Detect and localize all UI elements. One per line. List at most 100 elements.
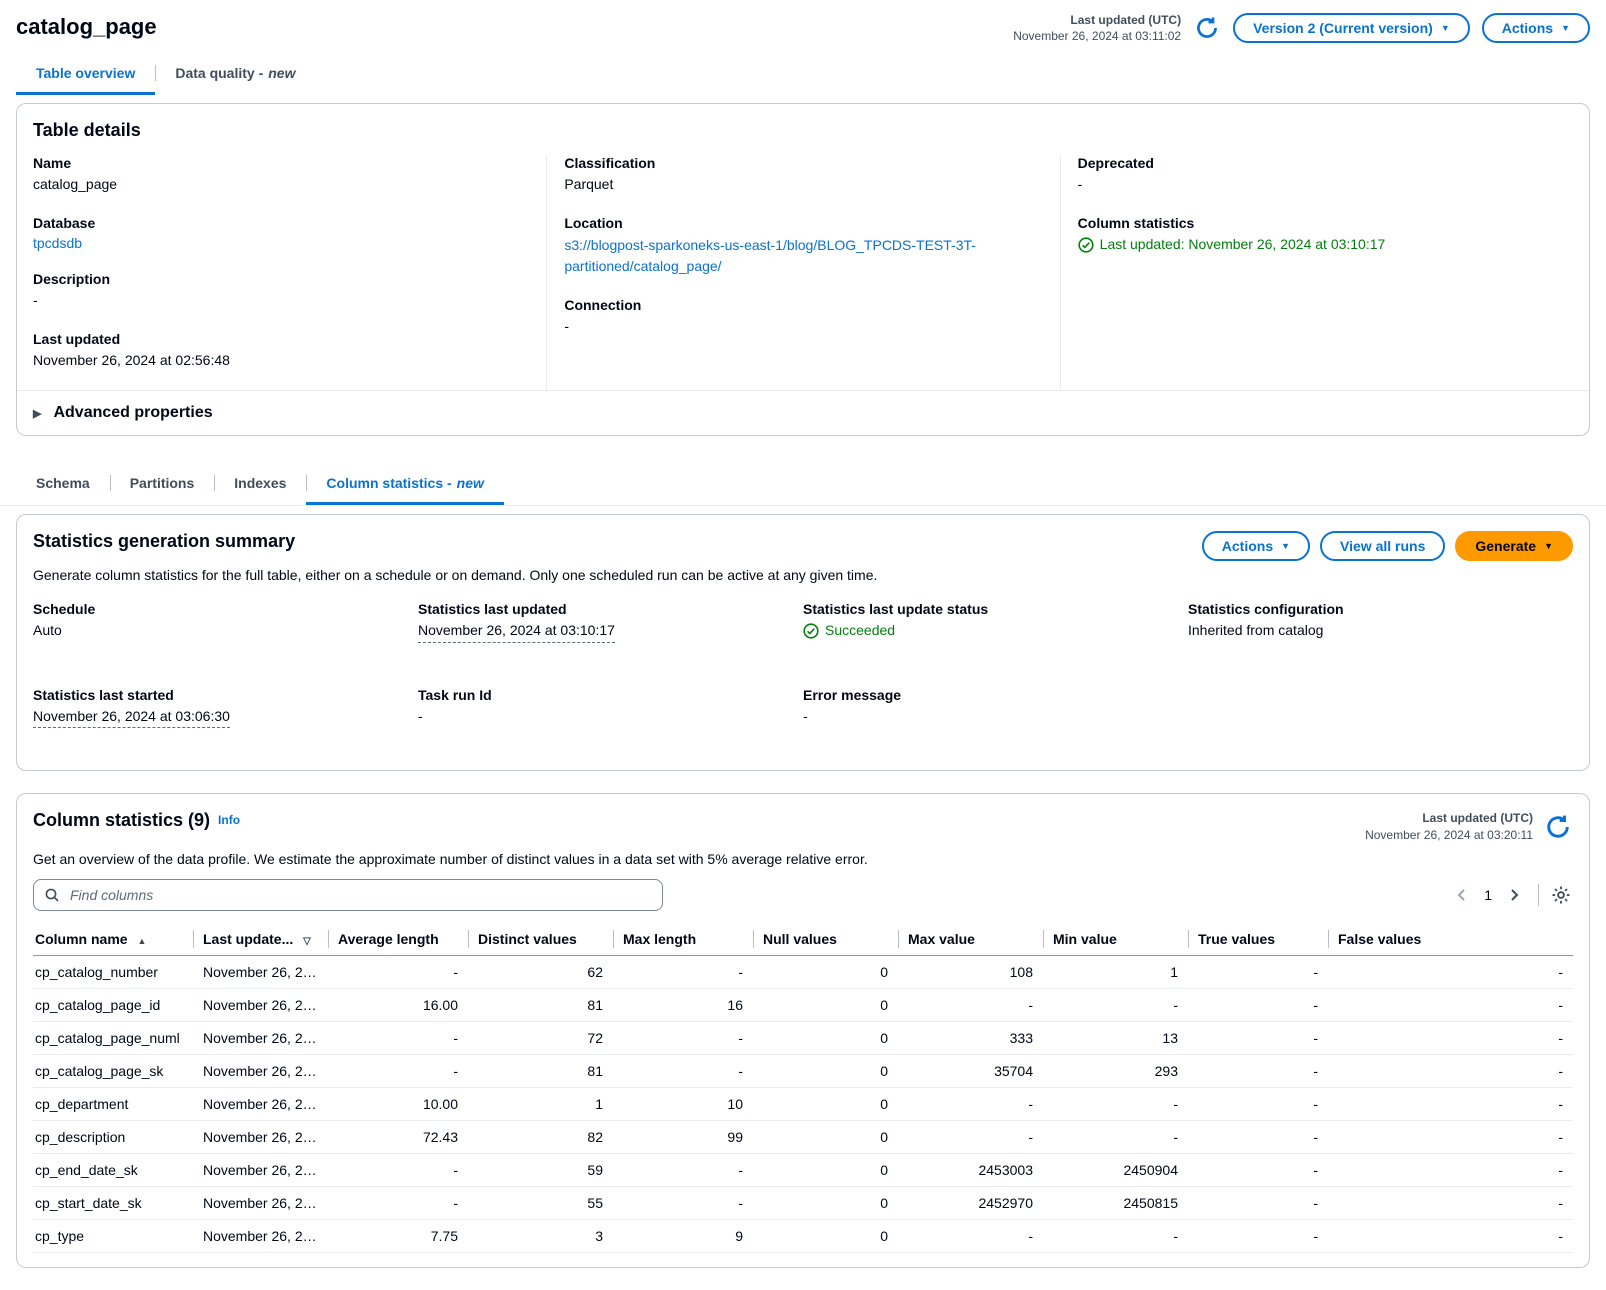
cell-true-values: -	[1188, 955, 1328, 989]
tab-column-statistics-new-badge: new	[456, 475, 484, 492]
cell-false-values: -	[1328, 1153, 1573, 1187]
cell-average-length: 16.00	[328, 988, 468, 1022]
advanced-properties-expander[interactable]: ▶ Advanced properties	[17, 390, 1589, 435]
connection-label: Connection	[564, 296, 642, 313]
advanced-properties-label: Advanced properties	[53, 404, 213, 422]
task-run-id-field: Task run Id -	[418, 687, 803, 729]
deprecated-value: -	[1077, 176, 1083, 193]
cell-max-length: 9	[613, 1219, 753, 1253]
cell-false-values: -	[1328, 1186, 1573, 1220]
error-message-field: Error message -	[803, 687, 1188, 729]
error-message-label: Error message	[803, 686, 902, 703]
header-last-updated: Last updated (UTC) November 26, 2024 at …	[1013, 12, 1181, 44]
tab-column-statistics[interactable]: Column statistics - new	[306, 464, 504, 506]
pagination-page-number[interactable]: 1	[1484, 886, 1492, 903]
filter-icon[interactable]: ▽	[303, 935, 311, 947]
tab-data-quality[interactable]: Data quality - new	[155, 54, 315, 95]
tab-indexes[interactable]: Indexes	[214, 464, 306, 505]
column-statistics-card: Column statistics (9) Info Last updated …	[16, 793, 1590, 1268]
search-input[interactable]	[68, 885, 652, 904]
tab-schema[interactable]: Schema	[16, 464, 110, 505]
refresh-icon[interactable]	[1543, 812, 1573, 842]
table-row: cp_end_date_sk November 26, 2024 - 59 - …	[33, 1153, 1573, 1187]
column-stats-last-updated-value: November 26, 2024 at 03:20:11	[1365, 827, 1533, 842]
cell-min-value: 1	[1043, 955, 1188, 989]
expand-right-icon: ▶	[33, 407, 42, 420]
pagination-next-icon[interactable]	[1500, 885, 1528, 905]
stats-summary-card: Statistics generation summary Actions ▼ …	[16, 514, 1590, 772]
schedule-label: Schedule	[33, 601, 96, 618]
cell-min-value: -	[1043, 1120, 1188, 1154]
stats-last-started-value[interactable]: November 26, 2024 at 03:06:30	[33, 707, 230, 729]
cell-last-update: November 26, 2024	[193, 955, 328, 989]
cell-column-name: cp_description	[33, 1120, 193, 1154]
refresh-icon[interactable]	[1193, 14, 1221, 42]
location-link[interactable]: s3://blogpost-sparkoneks-us-east-1/blog/…	[564, 236, 976, 274]
cell-false-values: -	[1328, 955, 1573, 989]
column-stats-heading-text: Column statistics	[33, 810, 184, 831]
cell-average-length: -	[328, 1186, 468, 1220]
tab-data-quality-label: Data quality -	[175, 65, 264, 82]
col-header-false-values: False values	[1328, 922, 1573, 956]
cell-max-value: 2453003	[898, 1153, 1043, 1187]
stats-last-updated-value[interactable]: November 26, 2024 at 03:10:17	[418, 621, 615, 643]
cell-last-update: November 26, 2024	[193, 1120, 328, 1154]
cell-distinct-values: 3	[468, 1219, 613, 1253]
table-row: cp_type November 26, 2024 7.75 3 9 0 - -…	[33, 1219, 1573, 1253]
cell-null-values: 0	[753, 1087, 898, 1121]
generate-button[interactable]: Generate ▼	[1455, 531, 1573, 562]
table-row: cp_catalog_number November 26, 2024 - 62…	[33, 955, 1573, 989]
task-run-id-value: -	[418, 707, 423, 724]
cell-false-values: -	[1328, 1054, 1573, 1088]
view-all-runs-button[interactable]: View all runs	[1320, 531, 1446, 562]
tab-partitions[interactable]: Partitions	[110, 464, 215, 505]
settings-gear-icon[interactable]	[1549, 883, 1573, 907]
column-stats-last-updated: Last updated (UTC) November 26, 2024 at …	[1365, 810, 1533, 842]
actions-button[interactable]: Actions ▼	[1481, 13, 1590, 44]
stats-summary-heading: Statistics generation summary	[33, 531, 296, 552]
cell-last-update: November 26, 2024	[193, 1087, 328, 1121]
pagination-prev-icon[interactable]	[1448, 885, 1476, 905]
col-header-column-name[interactable]: Column name ▲	[33, 922, 193, 956]
classification-label: Classification	[564, 155, 656, 172]
view-all-runs-label: View all runs	[1340, 538, 1426, 555]
stats-status-label: Statistics last update status	[803, 601, 989, 618]
cell-average-length: 10.00	[328, 1087, 468, 1121]
tab-schema-label: Schema	[36, 475, 90, 492]
tab-data-quality-new-badge: new	[268, 65, 296, 82]
cell-false-values: -	[1328, 1021, 1573, 1055]
cell-null-values: 0	[753, 988, 898, 1022]
table-row: cp_description November 26, 2024 72.43 8…	[33, 1120, 1573, 1154]
cell-distinct-values: 55	[468, 1186, 613, 1220]
cell-true-values: -	[1188, 1120, 1328, 1154]
cell-last-update: November 26, 2024	[193, 1219, 328, 1253]
cell-distinct-values: 1	[468, 1087, 613, 1121]
summary-actions-button[interactable]: Actions ▼	[1201, 531, 1311, 562]
cell-last-update: November 26, 2024	[193, 1021, 328, 1055]
cell-null-values: 0	[753, 1153, 898, 1187]
last-updated-label: Last updated (UTC)	[1070, 13, 1182, 27]
cell-column-name: cp_end_date_sk	[33, 1153, 193, 1187]
cell-max-value: 35704	[898, 1054, 1043, 1088]
tab-table-overview[interactable]: Table overview	[16, 54, 156, 96]
details-column-1: Name catalog_page Database tpcdsdb Descr…	[33, 155, 546, 390]
database-link[interactable]: tpcdsdb	[33, 234, 83, 251]
table-header-row: Column name ▲ Last update... ▽ Average l…	[33, 922, 1573, 956]
column-statistics-status: Last updated: November 26, 2024 at 03:10…	[1078, 235, 1385, 255]
cell-max-value: 333	[898, 1021, 1043, 1055]
cell-average-length: -	[328, 955, 468, 989]
version-dropdown[interactable]: Version 2 (Current version) ▼	[1233, 13, 1470, 44]
table-row: cp_catalog_page_id November 26, 2024 16.…	[33, 988, 1573, 1022]
cell-true-values: -	[1188, 1054, 1328, 1088]
info-link[interactable]: Info	[218, 813, 241, 828]
stats-configuration-field: Statistics configuration Inherited from …	[1188, 601, 1573, 643]
cell-max-length: -	[613, 1153, 753, 1187]
cell-null-values: 0	[753, 1021, 898, 1055]
cell-distinct-values: 72	[468, 1021, 613, 1055]
table-details-heading: Table details	[33, 120, 141, 141]
chevron-down-icon: ▼	[1440, 23, 1450, 34]
generate-label: Generate	[1475, 538, 1537, 555]
page-title: catalog_page	[16, 14, 157, 39]
cell-null-values: 0	[753, 1219, 898, 1253]
cell-null-values: 0	[753, 1186, 898, 1220]
